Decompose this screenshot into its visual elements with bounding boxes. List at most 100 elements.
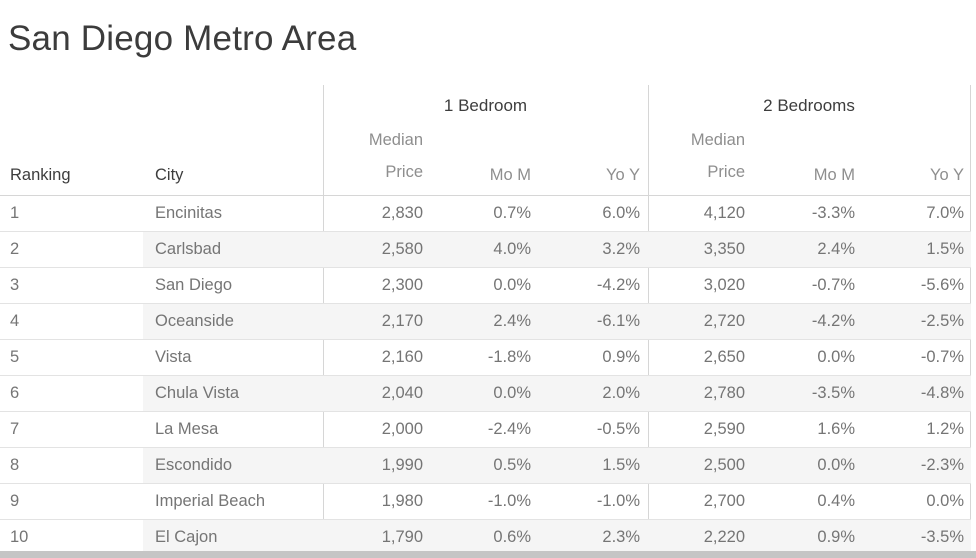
- cell-city: Escondido: [155, 456, 233, 474]
- table-row[interactable]: 7 La Mesa 2,000 -2.4% -0.5% 2,590 1.6% 1…: [0, 412, 971, 448]
- cell-2br-median-price: 2,780: [703, 384, 745, 402]
- cell-2br-yoy: 1.2%: [926, 420, 964, 438]
- cell-2br-median-price: 2,220: [703, 528, 745, 546]
- cell-1br-median-price: 2,170: [381, 312, 423, 330]
- cell-2br-yoy: -0.7%: [920, 348, 964, 366]
- cell-city: Oceanside: [155, 312, 234, 330]
- cell-2br-mom: -3.5%: [811, 384, 855, 402]
- cell-1br-median-price: 1,990: [381, 456, 423, 474]
- cell-2br-mom: 0.0%: [817, 456, 855, 474]
- cell-2br-median-price: 2,720: [703, 312, 745, 330]
- cell-2br-yoy: -4.8%: [920, 384, 964, 402]
- median-line2: Price: [707, 163, 745, 181]
- cell-2br-mom: -0.7%: [811, 276, 855, 294]
- median-line1: Median: [368, 131, 423, 149]
- cell-2br-yoy: -3.5%: [920, 528, 964, 546]
- cell-2br-mom: 1.6%: [817, 420, 855, 438]
- column-header-1br-median-price: Median Price: [323, 124, 423, 188]
- cell-ranking: 3: [10, 276, 20, 294]
- cell-2br-yoy: 0.0%: [926, 492, 964, 510]
- table-row[interactable]: 4 Oceanside 2,170 2.4% -6.1% 2,720 -4.2%…: [0, 304, 971, 340]
- cell-1br-yoy: 2.0%: [602, 384, 640, 402]
- cell-1br-median-price: 2,300: [381, 276, 423, 294]
- cell-1br-yoy: -0.5%: [596, 420, 640, 438]
- cell-2br-mom: 0.0%: [817, 348, 855, 366]
- cell-ranking: 5: [10, 348, 20, 366]
- cell-city: Imperial Beach: [155, 492, 266, 510]
- table-body: 1 Encinitas 2,830 0.7% 6.0% 4,120 -3.3% …: [0, 196, 971, 556]
- column-header-ranking: Ranking: [10, 166, 71, 184]
- table-header: 1 Bedroom 2 Bedrooms Ranking City Median…: [0, 85, 971, 196]
- cell-ranking: 2: [10, 240, 20, 258]
- cell-city: Encinitas: [155, 204, 222, 222]
- cell-1br-mom: 2.4%: [493, 312, 531, 330]
- cell-1br-yoy: -6.1%: [596, 312, 640, 330]
- column-header-2br-mom: Mo M: [813, 166, 855, 184]
- cell-2br-mom: -4.2%: [811, 312, 855, 330]
- group-header-1-bedroom: 1 Bedroom: [443, 96, 528, 115]
- cell-1br-yoy: -1.0%: [596, 492, 640, 510]
- cell-1br-mom: 0.6%: [493, 528, 531, 546]
- cell-2br-median-price: 2,700: [703, 492, 745, 510]
- table-row[interactable]: 9 Imperial Beach 1,980 -1.0% -1.0% 2,700…: [0, 484, 971, 520]
- cell-1br-median-price: 1,980: [381, 492, 423, 510]
- column-header-2br-median-price: Median Price: [645, 124, 745, 188]
- cell-ranking: 9: [10, 492, 20, 510]
- cell-2br-yoy: 7.0%: [926, 204, 964, 222]
- cell-1br-median-price: 2,830: [381, 204, 423, 222]
- cell-2br-median-price: 3,020: [703, 276, 745, 294]
- cell-2br-mom: -3.3%: [811, 204, 855, 222]
- cell-ranking: 8: [10, 456, 20, 474]
- cell-city: Chula Vista: [155, 384, 240, 402]
- cell-1br-yoy: 1.5%: [602, 456, 640, 474]
- cell-2br-yoy: -2.3%: [920, 456, 964, 474]
- column-header-1br-mom: Mo M: [489, 166, 531, 184]
- cell-ranking: 6: [10, 384, 20, 402]
- table-row[interactable]: 1 Encinitas 2,830 0.7% 6.0% 4,120 -3.3% …: [0, 196, 971, 232]
- cell-ranking: 7: [10, 420, 20, 438]
- column-header-city: City: [155, 166, 184, 184]
- cell-ranking: 1: [10, 204, 20, 222]
- cell-1br-mom: 0.5%: [493, 456, 531, 474]
- table-row[interactable]: 5 Vista 2,160 -1.8% 0.9% 2,650 0.0% -0.7…: [0, 340, 971, 376]
- table-row[interactable]: 6 Chula Vista 2,040 0.0% 2.0% 2,780 -3.5…: [0, 376, 971, 412]
- cell-2br-median-price: 2,500: [703, 456, 745, 474]
- horizontal-scrollbar[interactable]: [0, 551, 976, 558]
- cell-1br-mom: 0.7%: [493, 204, 531, 222]
- cell-2br-yoy: -5.6%: [920, 276, 964, 294]
- cell-1br-mom: -1.8%: [487, 348, 531, 366]
- cell-city: Vista: [155, 348, 192, 366]
- cell-2br-median-price: 2,650: [703, 348, 745, 366]
- cell-ranking: 10: [10, 528, 29, 546]
- cell-1br-yoy: -4.2%: [596, 276, 640, 294]
- cell-2br-mom: 2.4%: [817, 240, 855, 258]
- table-row[interactable]: 8 Escondido 1,990 0.5% 1.5% 2,500 0.0% -…: [0, 448, 971, 484]
- cell-city: La Mesa: [155, 420, 219, 438]
- cell-1br-mom: -1.0%: [487, 492, 531, 510]
- table-row[interactable]: 3 San Diego 2,300 0.0% -4.2% 3,020 -0.7%…: [0, 268, 971, 304]
- cell-2br-mom: 0.4%: [817, 492, 855, 510]
- cell-1br-median-price: 2,580: [381, 240, 423, 258]
- median-line2: Price: [385, 163, 423, 181]
- cell-1br-mom: -2.4%: [487, 420, 531, 438]
- cell-1br-yoy: 2.3%: [602, 528, 640, 546]
- cell-1br-mom: 0.0%: [493, 384, 531, 402]
- cell-1br-yoy: 3.2%: [602, 240, 640, 258]
- cell-2br-yoy: 1.5%: [926, 240, 964, 258]
- cell-city: El Cajon: [155, 528, 218, 546]
- cell-1br-yoy: 0.9%: [602, 348, 640, 366]
- table-row[interactable]: 10 El Cajon 1,790 0.6% 2.3% 2,220 0.9% -…: [0, 520, 971, 556]
- cell-city: San Diego: [155, 276, 233, 294]
- cell-2br-yoy: -2.5%: [920, 312, 964, 330]
- cell-1br-yoy: 6.0%: [602, 204, 640, 222]
- cell-city: Carlsbad: [155, 240, 222, 258]
- table-row[interactable]: 2 Carlsbad 2,580 4.0% 3.2% 3,350 2.4% 1.…: [0, 232, 971, 268]
- cell-1br-median-price: 2,160: [381, 348, 423, 366]
- column-header-1br-yoy: Yo Y: [606, 166, 640, 184]
- page-title: San Diego Metro Area: [8, 19, 357, 58]
- cell-1br-median-price: 2,000: [381, 420, 423, 438]
- cell-2br-median-price: 3,350: [703, 240, 745, 258]
- cell-1br-mom: 0.0%: [493, 276, 531, 294]
- cell-1br-mom: 4.0%: [493, 240, 531, 258]
